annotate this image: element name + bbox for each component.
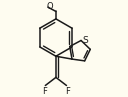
Text: S: S xyxy=(82,36,88,45)
Text: F: F xyxy=(65,87,70,96)
Text: F: F xyxy=(42,87,47,96)
Text: O: O xyxy=(47,1,53,10)
